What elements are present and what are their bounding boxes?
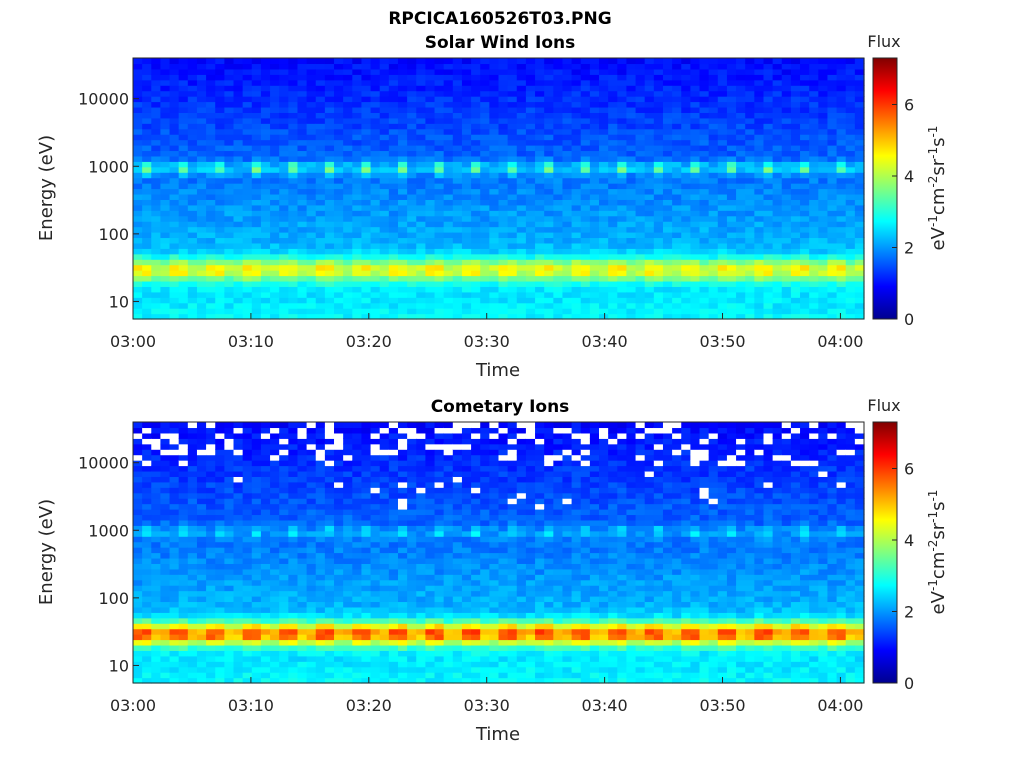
x-tick-label: 04:00: [817, 696, 863, 715]
x-axis-label: Time: [475, 724, 520, 745]
x-axis-label: Time: [475, 360, 520, 381]
x-tick-label: 03:20: [346, 696, 392, 715]
colorbar-tick-label: 2: [904, 238, 914, 257]
colorbar-tick-label: 0: [904, 310, 914, 329]
y-axis-label: Energy (eV): [36, 135, 57, 241]
y-axis: 10 100 1000 10000: [78, 454, 139, 675]
x-tick-label: 03:30: [464, 696, 510, 715]
x-tick-label: 03:00: [110, 332, 156, 351]
x-tick-label: 03:50: [699, 696, 745, 715]
colorbar-tick-label: 4: [904, 531, 914, 550]
colorbar-tick-label: 0: [904, 674, 914, 693]
panel-title: Solar Wind Ions: [425, 33, 576, 53]
colorbar-ticks: 0 2 4 6: [892, 95, 914, 329]
y-tick-label: 100: [98, 589, 129, 608]
colorbar: [872, 421, 898, 684]
colorbar-tick-label: 6: [904, 95, 914, 114]
spectrogram: [133, 58, 865, 320]
colorbar-title: Flux: [867, 396, 900, 415]
x-axis: 03:00 03:10 03:20 03:30 03:40 03:50 04:00: [110, 313, 863, 351]
colorbar: [872, 57, 898, 320]
x-axis: 03:00 03:10 03:20 03:30 03:40 03:50 04:00: [110, 677, 863, 715]
colorbar-ticks: 0 2 4 6: [892, 459, 914, 693]
y-tick-label: 10: [109, 656, 129, 675]
panel-solar-wind-ions: Solar Wind Ions 03:00 03:10 03:20 03:30 03:4…: [36, 32, 949, 381]
figure-title: RPCICA160526T03.PNG: [388, 9, 611, 29]
x-tick-label: 03:30: [464, 332, 510, 351]
x-tick-label: 03:50: [699, 332, 745, 351]
y-tick-label: 100: [98, 225, 129, 244]
colorbar-title: Flux: [867, 32, 900, 51]
colorbar-label: eV-1cm-2sr-1s-1: [926, 126, 949, 251]
x-tick-label: 03:40: [582, 332, 628, 351]
x-tick-label: 03:10: [228, 332, 274, 351]
x-tick-label: 03:20: [346, 332, 392, 351]
panel-cometary-ions: Cometary Ions 03:00 03:10 03:20 03:30 03:40 0…: [36, 396, 949, 745]
y-axis: 10 100 1000 10000: [78, 90, 139, 311]
x-tick-label: 03:40: [582, 696, 628, 715]
colorbar-tick-label: 4: [904, 167, 914, 186]
y-tick-label: 10000: [78, 90, 129, 109]
plot-frame: [132, 421, 865, 684]
y-tick-label: 10: [109, 292, 129, 311]
y-tick-label: 1000: [88, 157, 129, 176]
colorbar-label: eV-1cm-2sr-1s-1: [926, 490, 949, 615]
spectrogram: [133, 422, 865, 684]
y-tick-label: 1000: [88, 521, 129, 540]
x-tick-label: 03:00: [110, 696, 156, 715]
y-tick-label: 10000: [78, 454, 129, 473]
plot-frame: [132, 57, 865, 320]
colorbar-tick-label: 2: [904, 602, 914, 621]
x-tick-label: 04:00: [817, 332, 863, 351]
x-tick-label: 03:10: [228, 696, 274, 715]
colorbar-tick-label: 6: [904, 459, 914, 478]
panel-title: Cometary Ions: [431, 397, 570, 417]
y-axis-label: Energy (eV): [36, 499, 57, 605]
